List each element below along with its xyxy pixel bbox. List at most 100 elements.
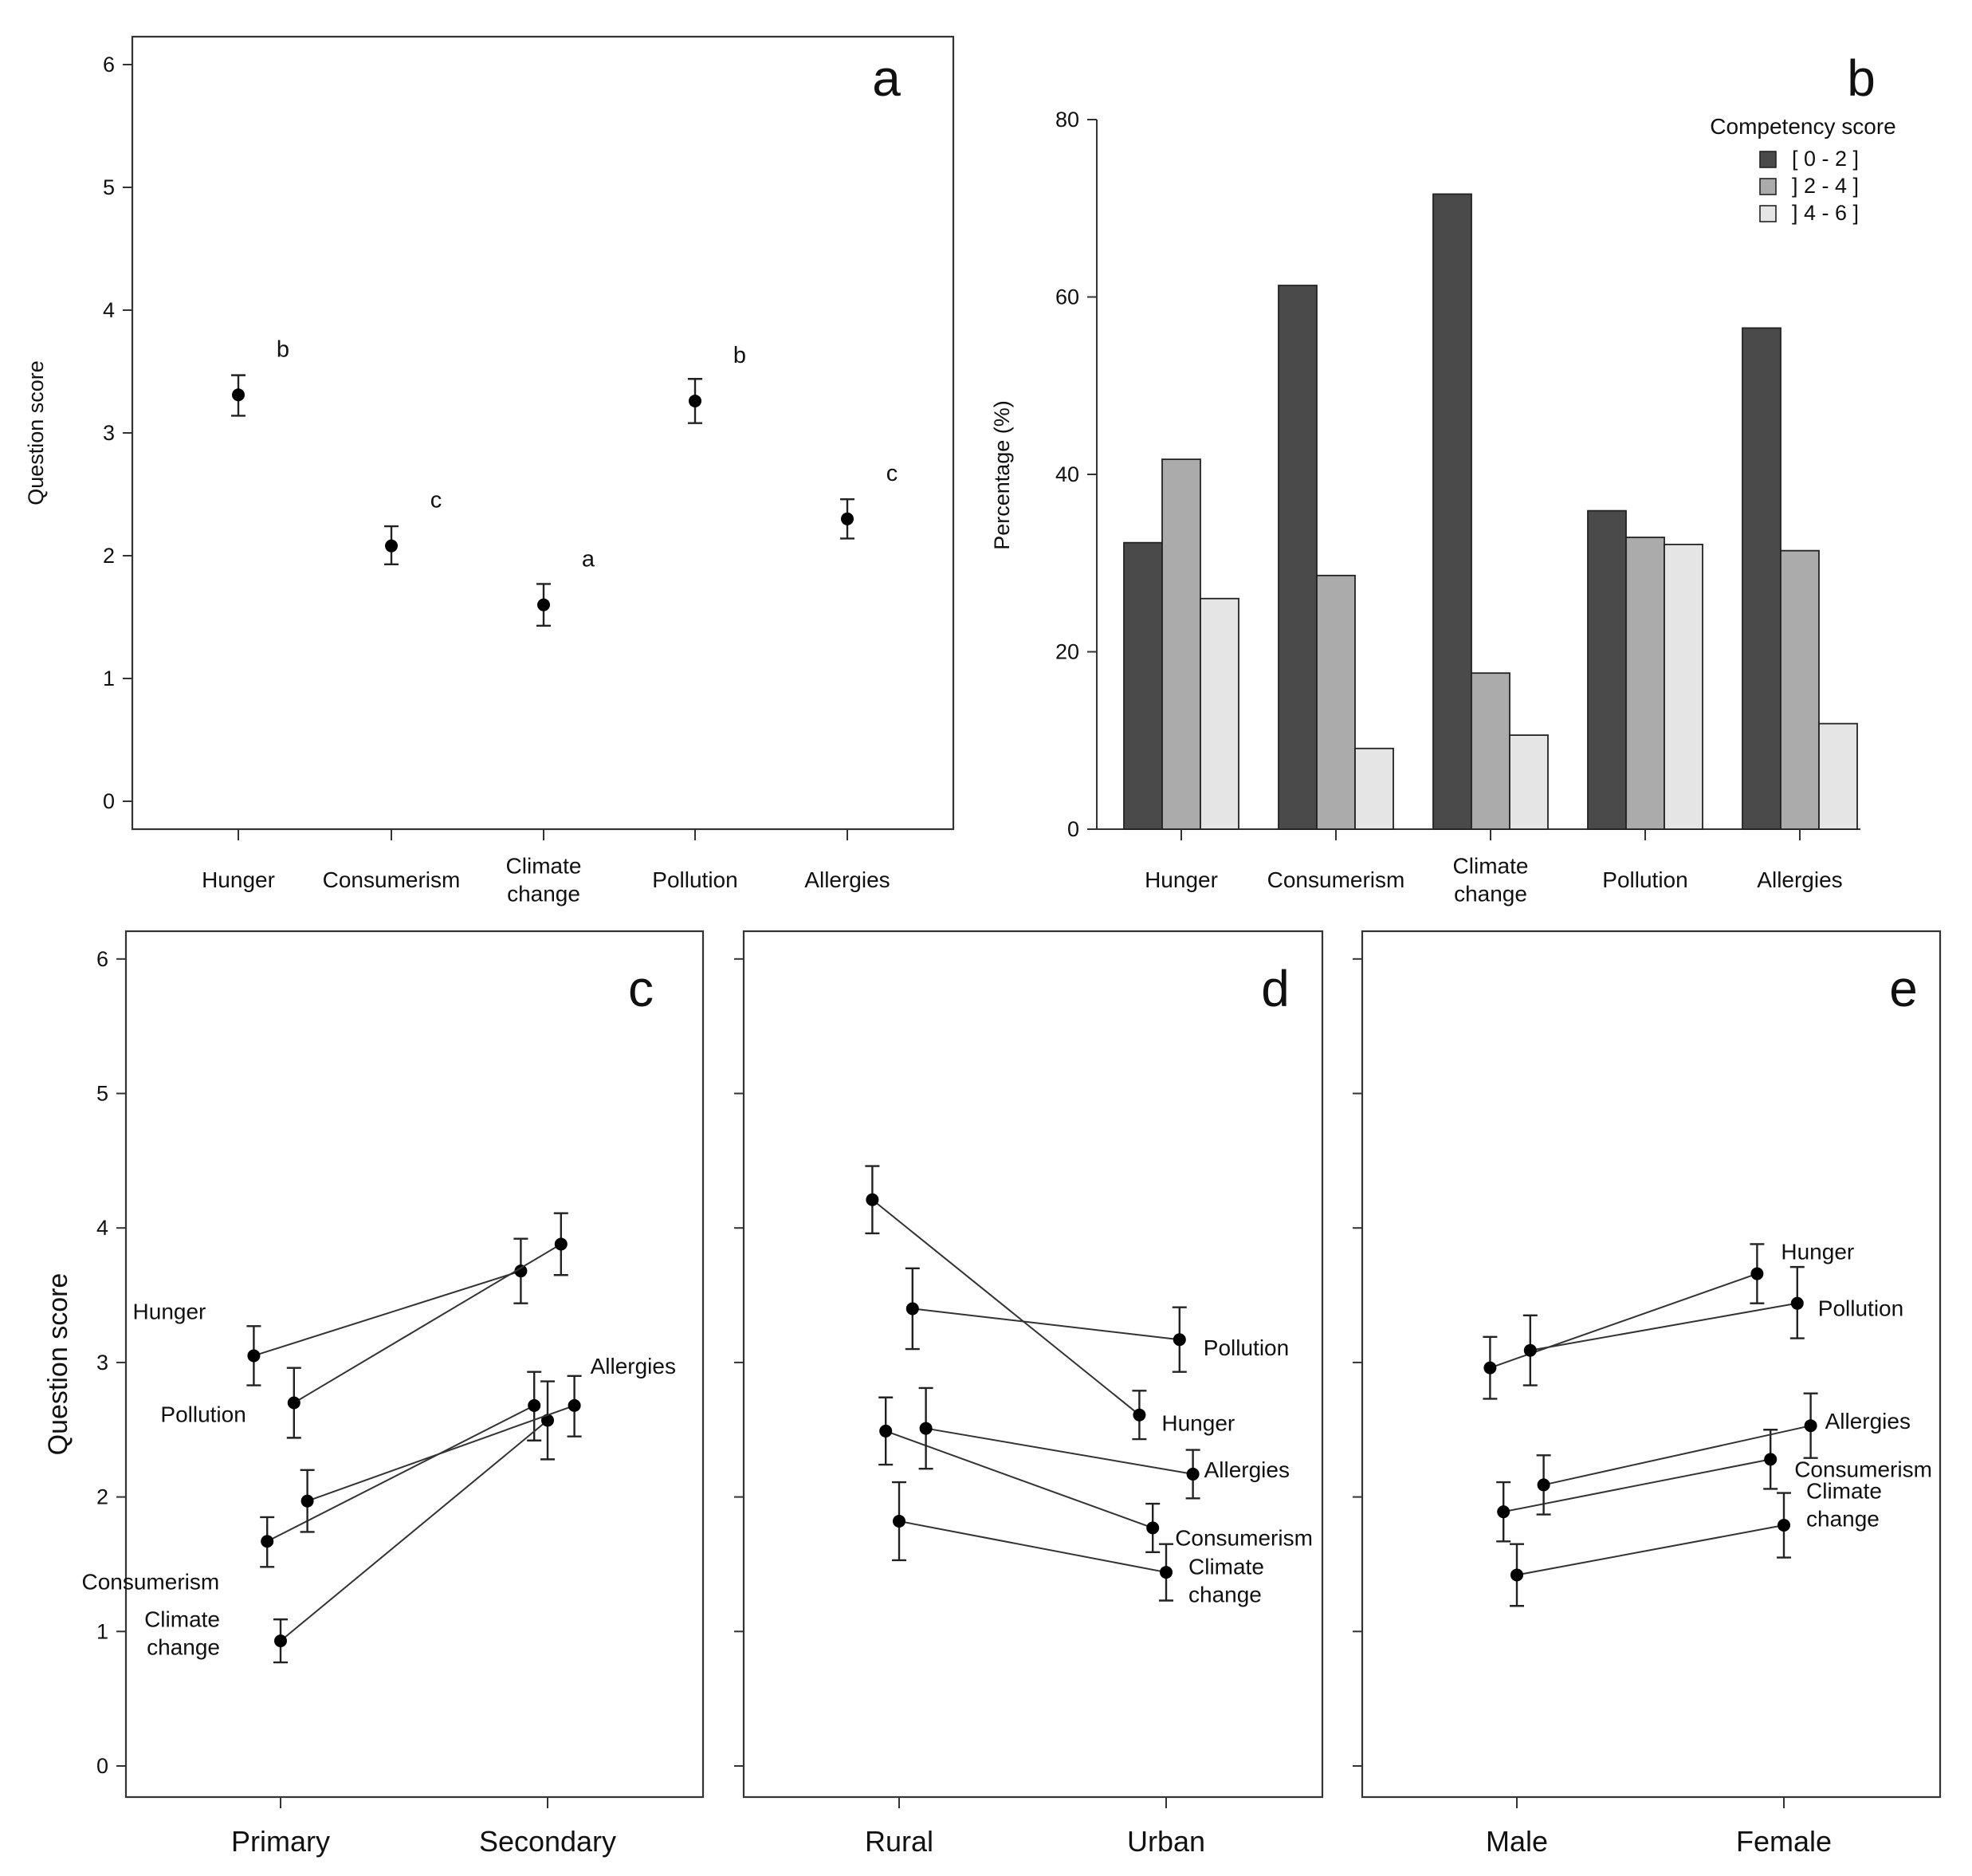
legend: Competency score [ 0 - 2 ]] 2 - 4 ]] 4 - … (1710, 114, 1895, 225)
series-line (898, 1520, 1167, 1574)
x-category-label: Climate (1453, 854, 1529, 879)
x-category-label: Male (1486, 1825, 1548, 1858)
x-category-label: change (507, 882, 580, 907)
x-category-label: Allergies (804, 867, 890, 892)
x-category-label: Secondary (479, 1825, 616, 1858)
y-tick-label: 6 (96, 947, 108, 971)
legend-title: Competency score (1710, 114, 1895, 139)
y-tick-label: 0 (103, 789, 115, 813)
y-tick-label: 60 (1055, 285, 1079, 309)
series-label: Hunger (1161, 1411, 1235, 1436)
series-label: Allergies (1825, 1409, 1911, 1434)
mean-point (287, 1396, 301, 1410)
plot-frame (1361, 930, 1942, 1799)
panel-b-competency-bars: 0 20 40 60 80 Percentage (%) Hunger Consumerism… (990, 49, 1896, 907)
legend-swatch (1759, 178, 1777, 195)
series-line (1543, 1425, 1811, 1486)
mean-point (514, 1264, 528, 1278)
y-tick-label: 0 (96, 1754, 108, 1778)
y-tick-label: 2 (96, 1485, 108, 1509)
panel-letter: a (872, 49, 901, 107)
mean-point (1750, 1267, 1764, 1280)
x-category-label: Hunger (1145, 867, 1218, 892)
mean-point (541, 1414, 554, 1427)
legend-swatch (1759, 151, 1777, 168)
x-category-label: Primary (231, 1825, 330, 1858)
y-tick-label: 40 (1055, 462, 1079, 486)
y-tick-label: 5 (96, 1082, 108, 1106)
x-category-label: Hunger (202, 867, 275, 892)
y-tick-label: 4 (96, 1216, 108, 1240)
mean-point (1523, 1343, 1537, 1357)
y-tick-label: 5 (103, 175, 115, 199)
panel-e-gender: Male Female Hunger Pollution ConsumerismClim… (1353, 930, 1942, 1858)
y-tick-label: 3 (103, 421, 115, 445)
mean-point (1764, 1453, 1778, 1466)
mean-point (385, 539, 398, 553)
bar (1742, 327, 1781, 830)
series-line (871, 1198, 1141, 1416)
x-category-label: Pollution (652, 867, 737, 892)
y-tick-label: 3 (96, 1351, 108, 1375)
panel-letter: c (628, 960, 654, 1017)
bar (1316, 574, 1356, 830)
series-line (1516, 1524, 1785, 1576)
mean-point (841, 512, 854, 525)
series-line (307, 1404, 575, 1502)
series-line (912, 1308, 1180, 1341)
series-label: Climate (1188, 1555, 1264, 1579)
bar (1818, 722, 1858, 830)
series-label: Consumerism (1175, 1525, 1313, 1550)
x-category-label: Allergies (1757, 867, 1842, 892)
bar (1278, 285, 1318, 830)
mean-point (1146, 1521, 1160, 1535)
mean-point (274, 1634, 287, 1648)
y-axis-title: Question score (43, 1273, 73, 1456)
x-category-label: Urban (1127, 1825, 1205, 1858)
bar (1664, 543, 1703, 830)
y-axis-title: Percentage (%) (990, 400, 1014, 550)
y-tick-label: 0 (1067, 817, 1079, 841)
mean-point (247, 1349, 261, 1363)
mean-point (537, 598, 550, 612)
bar (1123, 541, 1163, 830)
series-label: change (1806, 1507, 1880, 1532)
y-tick-label: 2 (103, 544, 115, 568)
bar (1471, 672, 1510, 830)
panel-d-residence: Rural Urban Hunger Pollution Consumerism Clim… (734, 930, 1324, 1858)
series-line (253, 1270, 521, 1357)
significance-group-letter: b (277, 336, 289, 362)
mean-point (905, 1302, 919, 1316)
y-tick-label: 80 (1055, 108, 1079, 132)
y-axis-title: Question score (24, 360, 48, 505)
mean-point (1483, 1361, 1497, 1375)
mean-point (866, 1193, 879, 1206)
series-line (1530, 1302, 1797, 1351)
x-category-label: Female (1736, 1825, 1832, 1858)
panel-c-school-level: 0 1 2 3 4 5 6 Question score Primary Secondary Hun… (43, 930, 705, 1858)
mean-point (919, 1422, 933, 1435)
bar (1432, 193, 1472, 830)
significance-group-letter: b (733, 343, 746, 368)
series-label: Hunger (1781, 1240, 1854, 1264)
y-tick-label: 6 (103, 53, 115, 77)
bar (1780, 549, 1820, 830)
significance-group-letter: c (430, 488, 442, 513)
x-category-label: Rural (865, 1825, 933, 1858)
mean-point (1510, 1568, 1523, 1582)
mean-point (1778, 1519, 1790, 1532)
series-line (266, 1404, 535, 1543)
legend-entry-label: ] 2 - 4 ] (1792, 174, 1859, 198)
x-category-label: Consumerism (323, 867, 461, 892)
series-label: Climate (1806, 1479, 1882, 1504)
series-line (885, 1430, 1153, 1529)
y-tick-label: 1 (103, 667, 115, 690)
bar (1587, 509, 1627, 830)
mean-point (232, 388, 245, 402)
series-label: Consumerism (1794, 1457, 1932, 1481)
x-category-label: change (1454, 882, 1527, 907)
mean-point (893, 1514, 905, 1528)
x-category-label: Consumerism (1267, 867, 1405, 892)
series-line (280, 1419, 548, 1642)
